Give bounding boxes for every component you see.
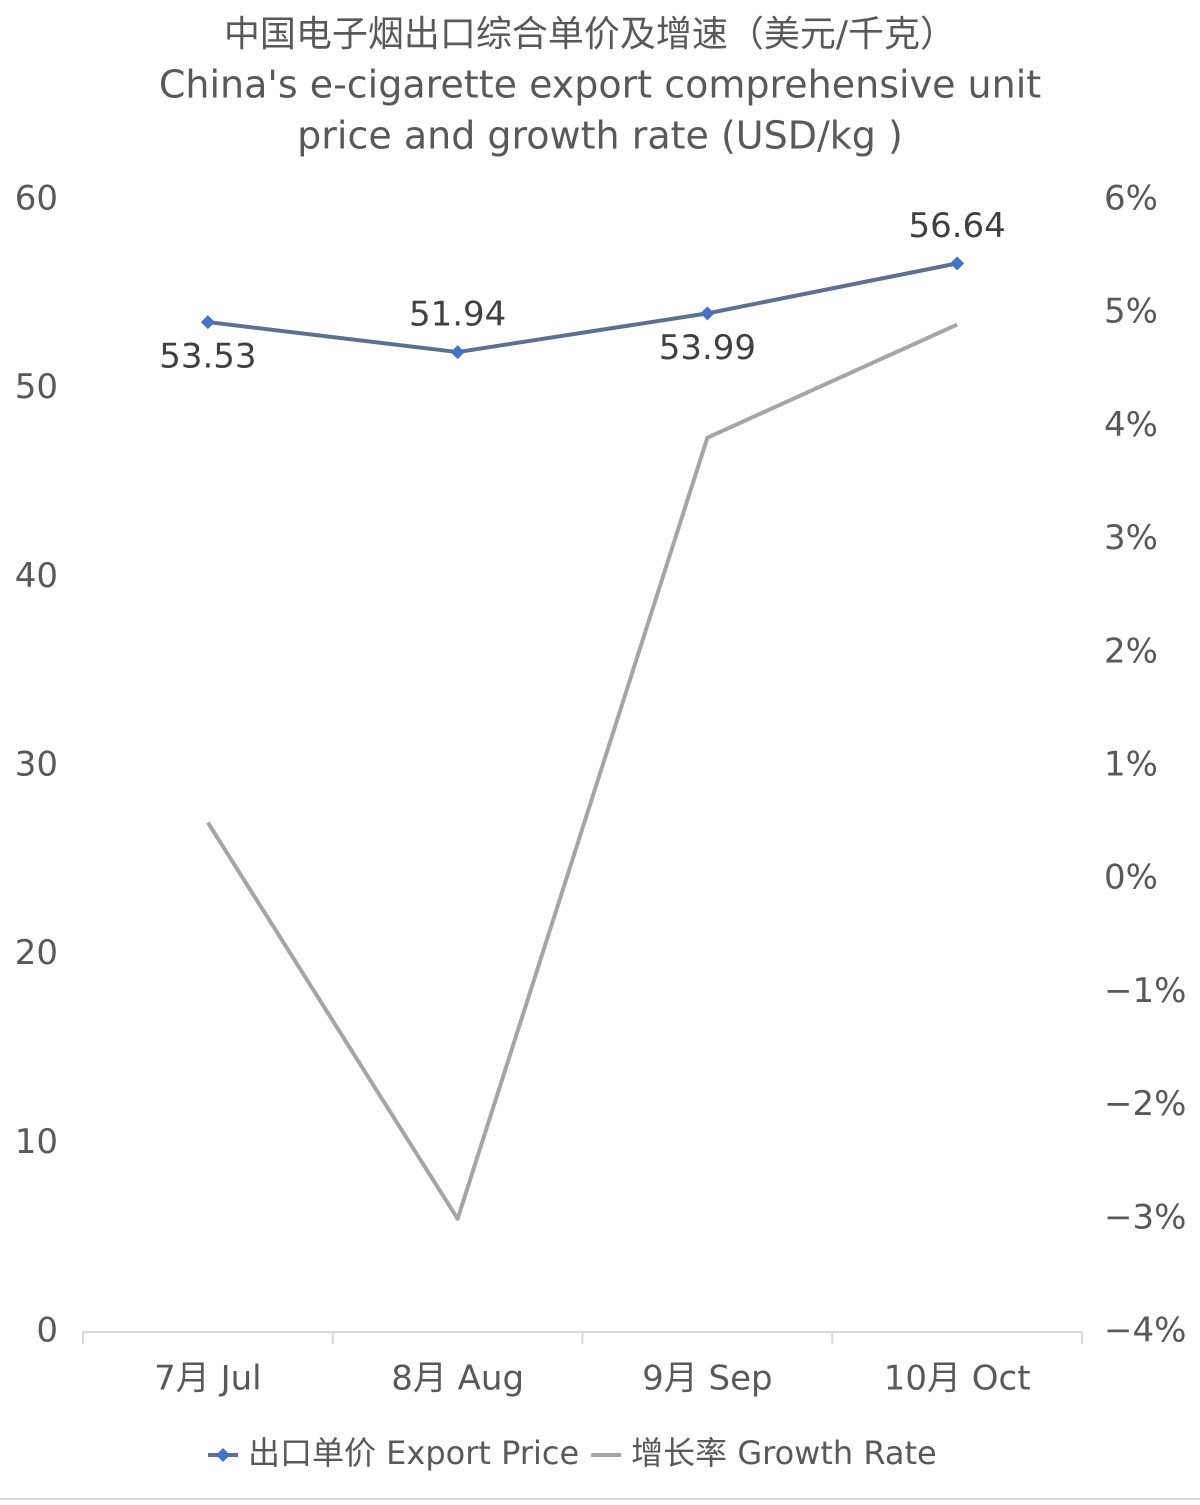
data-label: 51.94 — [409, 295, 506, 335]
chart-title: price and growth rate (USD/kg ) — [297, 114, 903, 158]
data-label: 53.53 — [159, 337, 256, 377]
point-marker — [950, 256, 965, 271]
chart-title: China's e-cigarette export comprehensive… — [159, 63, 1041, 107]
point-marker — [200, 315, 215, 330]
y2-tick-label: 6% — [1104, 179, 1158, 219]
y2-tick-label: 2% — [1104, 631, 1158, 671]
y-tick-label: 10 — [15, 1122, 58, 1162]
y-tick-label: 20 — [15, 933, 58, 973]
point-marker — [700, 306, 715, 321]
point-marker — [450, 345, 465, 360]
x-tick-label: 10月 Oct — [884, 1359, 1031, 1399]
y2-tick-label: 3% — [1104, 518, 1158, 558]
x-tick-label: 9月 Sep — [642, 1359, 773, 1399]
y-tick-label: 30 — [15, 745, 58, 785]
y2-tick-label: −3% — [1104, 1197, 1186, 1237]
y2-tick-label: 0% — [1104, 858, 1158, 898]
x-tick-label: 8月 Aug — [391, 1359, 524, 1399]
y-tick-label: 40 — [15, 556, 58, 596]
y2-tick-label: 5% — [1104, 292, 1158, 332]
y-tick-label: 60 — [15, 179, 58, 219]
y2-tick-label: −1% — [1104, 971, 1186, 1011]
y-tick-label: 0 — [36, 1311, 58, 1351]
y-tick-label: 50 — [15, 367, 58, 407]
chart-title: 中国电子烟出口综合单价及增速（美元/千克） — [224, 14, 956, 55]
data-label: 56.64 — [908, 206, 1005, 246]
y2-tick-label: −2% — [1104, 1084, 1186, 1124]
legend-label: 出口单价 Export Price — [248, 1434, 579, 1472]
y2-tick-label: −4% — [1104, 1311, 1186, 1351]
data-label: 53.99 — [659, 328, 756, 368]
legend-marker — [216, 1448, 230, 1462]
y2-tick-label: 4% — [1104, 405, 1158, 445]
series-line — [207, 261, 958, 355]
legend-label: 增长率 Growth Rate — [631, 1434, 937, 1472]
y2-tick-label: 1% — [1104, 745, 1158, 785]
x-tick-label: 7月 Jul — [154, 1359, 261, 1399]
series-line — [206, 322, 958, 1221]
